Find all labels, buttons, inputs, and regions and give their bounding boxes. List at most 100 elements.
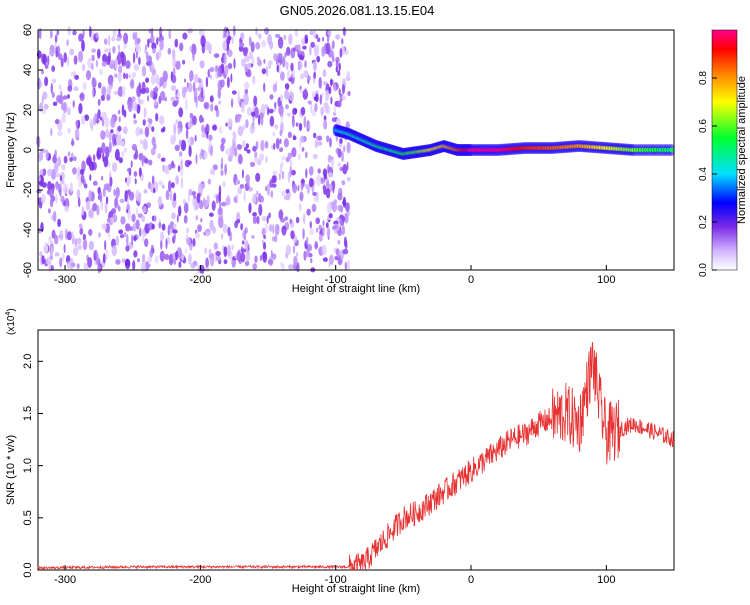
noise-blob (282, 56, 286, 68)
noise-blob (86, 200, 91, 210)
noise-blob (180, 139, 187, 152)
noise-blob (155, 112, 159, 122)
noise-blob (125, 233, 129, 246)
noise-blob (322, 257, 328, 262)
noise-blob (51, 92, 55, 98)
noise-blob (52, 156, 58, 164)
noise-blob (223, 246, 228, 258)
noise-blob (138, 167, 142, 178)
spectrogram-ylabel: Frequency (Hz) (5, 112, 17, 188)
noise-blob (220, 137, 226, 145)
noise-blob (236, 218, 241, 224)
noise-blob (207, 178, 212, 185)
noise-blob (45, 149, 49, 160)
noise-blob (103, 156, 109, 168)
noise-blob (87, 57, 92, 69)
noise-blob (200, 35, 206, 47)
x-tick-label: 100 (597, 274, 615, 286)
noise-blob (252, 75, 256, 85)
noise-blob (265, 66, 269, 77)
noise-blob (66, 107, 71, 116)
noise-blob (185, 127, 189, 140)
noise-blob (88, 209, 92, 218)
noise-blob (151, 215, 155, 222)
noise-blob (90, 122, 93, 131)
noise-blob (303, 115, 307, 128)
noise-blob (118, 64, 123, 75)
noise-blob (322, 225, 325, 237)
noise-blob (125, 60, 131, 69)
noise-blob (263, 58, 266, 64)
y-tick-label: 20 (22, 104, 34, 116)
noise-blob (142, 206, 147, 214)
noise-blob (159, 39, 164, 51)
noise-blob (138, 128, 144, 135)
noise-blob (157, 153, 161, 160)
noise-blob (79, 92, 85, 102)
noise-blob (98, 147, 103, 155)
noise-blob (182, 59, 186, 65)
noise-blob (131, 213, 136, 223)
noise-blob (264, 140, 269, 149)
noise-blob (131, 96, 136, 102)
noise-blob (264, 104, 268, 109)
noise-blob (172, 66, 176, 78)
noise-blob (316, 135, 322, 141)
noise-blob (248, 51, 253, 60)
noise-blob (342, 26, 346, 37)
noise-blob (115, 259, 121, 265)
noise-blob (221, 79, 225, 88)
noise-blob (41, 255, 45, 265)
noise-blob (162, 126, 166, 132)
noise-blob (188, 45, 192, 52)
noise-blob (302, 228, 305, 240)
noise-blob (83, 183, 88, 189)
noise-blob (329, 254, 334, 265)
noise-blob (330, 96, 333, 105)
noise-blob (41, 108, 47, 114)
noise-blob (141, 81, 146, 92)
noise-blob (113, 90, 118, 96)
noise-blob (279, 129, 283, 137)
noise-blob (72, 167, 77, 175)
noise-blob (252, 215, 257, 225)
noise-blob (151, 223, 155, 230)
x-tick-label: -100 (325, 274, 347, 286)
noise-blob (154, 255, 159, 264)
noise-blob (183, 202, 189, 214)
noise-blob (337, 148, 342, 158)
noise-blob (100, 130, 106, 140)
noise-blob (255, 172, 261, 182)
noise-blob (321, 46, 326, 57)
noise-blob (115, 235, 120, 246)
noise-blob (144, 126, 150, 138)
noise-blob (173, 233, 176, 240)
noise-blob (109, 59, 115, 70)
noise-blob (147, 95, 150, 102)
noise-blob (125, 73, 129, 80)
noise-blob (91, 48, 96, 53)
noise-blob (309, 45, 312, 56)
noise-blob (215, 255, 221, 262)
noise-blob (135, 207, 138, 216)
noise-blob (218, 100, 222, 105)
noise-blob (102, 187, 106, 197)
noise-blob (260, 139, 265, 152)
noise-blob (247, 181, 250, 188)
noise-blob (195, 215, 199, 221)
noise-blob (206, 194, 210, 205)
noise-blob (118, 116, 121, 123)
noise-blob (241, 101, 245, 113)
noise-blob (108, 132, 112, 142)
noise-blob (66, 56, 70, 67)
noise-blob (104, 201, 108, 214)
noise-blob (59, 257, 63, 268)
x-tick-label: -100 (325, 574, 347, 586)
noise-blob (60, 195, 65, 203)
noise-blob (285, 61, 289, 70)
noise-blob (112, 46, 116, 54)
noise-blob (173, 123, 177, 135)
noise-blob (268, 60, 272, 70)
noise-blob (256, 56, 260, 62)
noise-blob (111, 245, 118, 257)
